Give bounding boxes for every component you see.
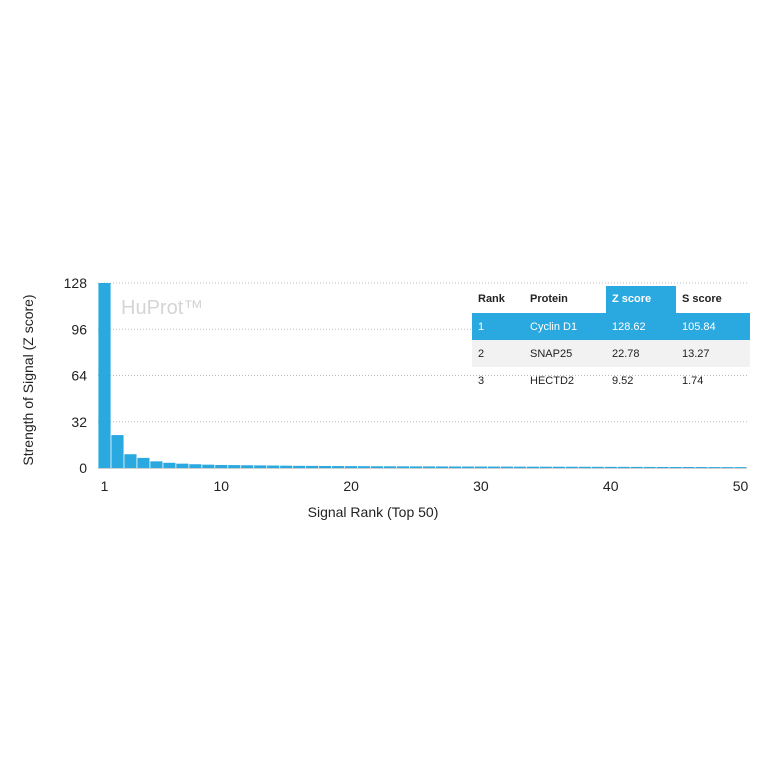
bar	[319, 465, 332, 468]
bar	[370, 466, 384, 468]
y-tick-label: 32	[71, 414, 87, 430]
cell-rank: 2	[478, 347, 485, 360]
bar	[293, 465, 306, 468]
x-tick-label: 1	[101, 478, 109, 494]
bar	[643, 466, 656, 468]
cell-z-score: 128.62	[612, 320, 646, 333]
cell-s-score: 105.84	[682, 320, 716, 333]
bar	[695, 467, 708, 468]
bar	[241, 465, 254, 468]
bar-series	[98, 283, 747, 468]
bar	[358, 466, 371, 468]
bar	[500, 466, 513, 468]
header-z-score: Z score	[606, 286, 676, 313]
bar	[383, 466, 397, 468]
x-tick-label: 10	[214, 478, 230, 494]
x-tick-label: 30	[473, 478, 489, 494]
cell-s-score: 13.27	[682, 347, 710, 360]
bar	[669, 466, 682, 468]
header-protein: Protein	[530, 293, 568, 305]
cell-z-score: 9.52	[612, 374, 634, 387]
x-tick-label: 40	[603, 478, 619, 494]
huprot-watermark: HuProt™	[121, 297, 204, 319]
bar	[422, 466, 436, 468]
bar	[565, 466, 578, 468]
y-tick-label: 96	[71, 321, 87, 337]
bar	[396, 466, 410, 468]
cell-protein: Cyclin D1	[530, 320, 578, 333]
bar	[474, 466, 487, 468]
bar	[552, 466, 565, 468]
bar	[176, 463, 189, 468]
bar	[708, 467, 721, 468]
header-s-score: S score	[682, 293, 722, 305]
header-rank: Rank	[478, 293, 505, 305]
y-axis-label: Strength of Signal (Z score)	[20, 294, 36, 466]
bar	[306, 465, 319, 468]
y-tick-label: 128	[64, 275, 88, 291]
y-tick-label: 0	[79, 460, 87, 476]
bar	[163, 462, 176, 468]
table-row: 1 Cyclin D1 128.62 105.84	[472, 313, 750, 340]
bar	[202, 464, 215, 468]
bar	[526, 466, 539, 468]
bar	[604, 466, 617, 468]
cell-s-score: 1.74	[682, 374, 704, 387]
bar	[228, 465, 241, 468]
cell-z-score: 22.78	[612, 347, 640, 360]
bar	[682, 467, 695, 468]
bar	[448, 466, 462, 468]
cell-protein: SNAP25	[530, 347, 573, 360]
x-tick-label: 50	[733, 478, 749, 494]
x-axis-label: Signal Rank (Top 50)	[307, 504, 439, 520]
bar	[435, 466, 449, 468]
x-tick-labels: 1 10 20 30 40 50	[101, 478, 749, 494]
cell-rank: 1	[478, 320, 485, 333]
bar	[124, 454, 137, 468]
bar	[539, 466, 552, 468]
x-tick-label: 20	[343, 478, 359, 494]
bar	[150, 461, 163, 468]
cell-protein: HECTD2	[530, 374, 575, 387]
bar	[513, 466, 526, 468]
bar	[487, 466, 500, 468]
bar	[137, 457, 150, 468]
bar	[630, 466, 643, 468]
bar	[591, 466, 604, 468]
bar	[267, 465, 280, 468]
bar	[111, 435, 124, 468]
y-tick-label: 64	[71, 368, 87, 384]
y-tick-labels: 0 32 64 96 128	[64, 275, 88, 476]
grid-lines	[98, 282, 747, 423]
bar	[254, 465, 267, 468]
table-header: Rank Protein Z score S score	[472, 286, 750, 313]
bar	[617, 466, 630, 468]
bar	[345, 466, 358, 468]
bar	[461, 466, 475, 468]
cell-rank: 3	[478, 374, 485, 387]
table-row: 2 SNAP25 22.78 13.27	[472, 340, 750, 367]
bar	[280, 465, 293, 468]
bar	[98, 283, 111, 468]
bar	[332, 466, 345, 468]
bar	[215, 464, 228, 468]
bar	[578, 466, 591, 468]
bar	[721, 467, 734, 468]
table-row: 3 HECTD2 9.52 1.74	[472, 367, 750, 394]
top-hits-table: Rank Protein Z score S score 1 Cyclin D1…	[472, 286, 750, 394]
bar	[656, 466, 669, 468]
bar	[189, 464, 202, 468]
bar	[734, 467, 747, 468]
bar	[409, 466, 423, 468]
